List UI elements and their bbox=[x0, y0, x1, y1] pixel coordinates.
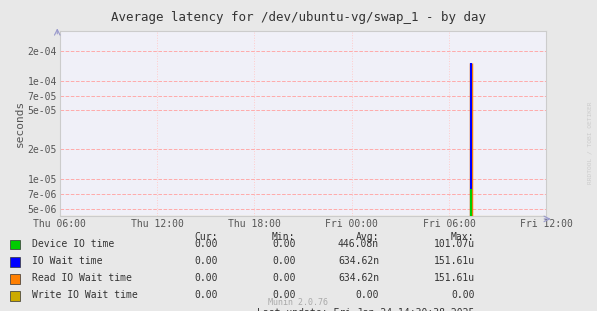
Text: IO Wait time: IO Wait time bbox=[32, 256, 102, 266]
Text: 101.07u: 101.07u bbox=[433, 239, 475, 249]
Text: RRDTOOL / TOBI OETIKER: RRDTOOL / TOBI OETIKER bbox=[588, 102, 593, 184]
Text: 0.00: 0.00 bbox=[195, 290, 218, 300]
Text: 634.62n: 634.62n bbox=[338, 273, 379, 283]
Text: 446.08n: 446.08n bbox=[338, 239, 379, 249]
Text: Munin 2.0.76: Munin 2.0.76 bbox=[269, 298, 328, 307]
Text: Average latency for /dev/ubuntu-vg/swap_1 - by day: Average latency for /dev/ubuntu-vg/swap_… bbox=[111, 11, 486, 24]
Text: 0.00: 0.00 bbox=[195, 239, 218, 249]
Text: 0.00: 0.00 bbox=[195, 256, 218, 266]
Text: Last update: Fri Jan 24 14:30:38 2025: Last update: Fri Jan 24 14:30:38 2025 bbox=[257, 308, 475, 311]
Text: 151.61u: 151.61u bbox=[433, 273, 475, 283]
Text: 634.62n: 634.62n bbox=[338, 256, 379, 266]
Text: 151.61u: 151.61u bbox=[433, 256, 475, 266]
Text: 0.00: 0.00 bbox=[451, 290, 475, 300]
Text: Read IO Wait time: Read IO Wait time bbox=[32, 273, 131, 283]
Text: 0.00: 0.00 bbox=[195, 273, 218, 283]
Text: Max:: Max: bbox=[451, 232, 475, 242]
Text: Write IO Wait time: Write IO Wait time bbox=[32, 290, 137, 300]
Text: 0.00: 0.00 bbox=[272, 256, 296, 266]
Text: Device IO time: Device IO time bbox=[32, 239, 114, 249]
Text: 0.00: 0.00 bbox=[356, 290, 379, 300]
Text: 0.00: 0.00 bbox=[272, 239, 296, 249]
Text: Cur:: Cur: bbox=[195, 232, 218, 242]
Text: 0.00: 0.00 bbox=[272, 273, 296, 283]
Text: Min:: Min: bbox=[272, 232, 296, 242]
Text: Avg:: Avg: bbox=[356, 232, 379, 242]
Y-axis label: seconds: seconds bbox=[15, 100, 24, 147]
Text: 0.00: 0.00 bbox=[272, 290, 296, 300]
